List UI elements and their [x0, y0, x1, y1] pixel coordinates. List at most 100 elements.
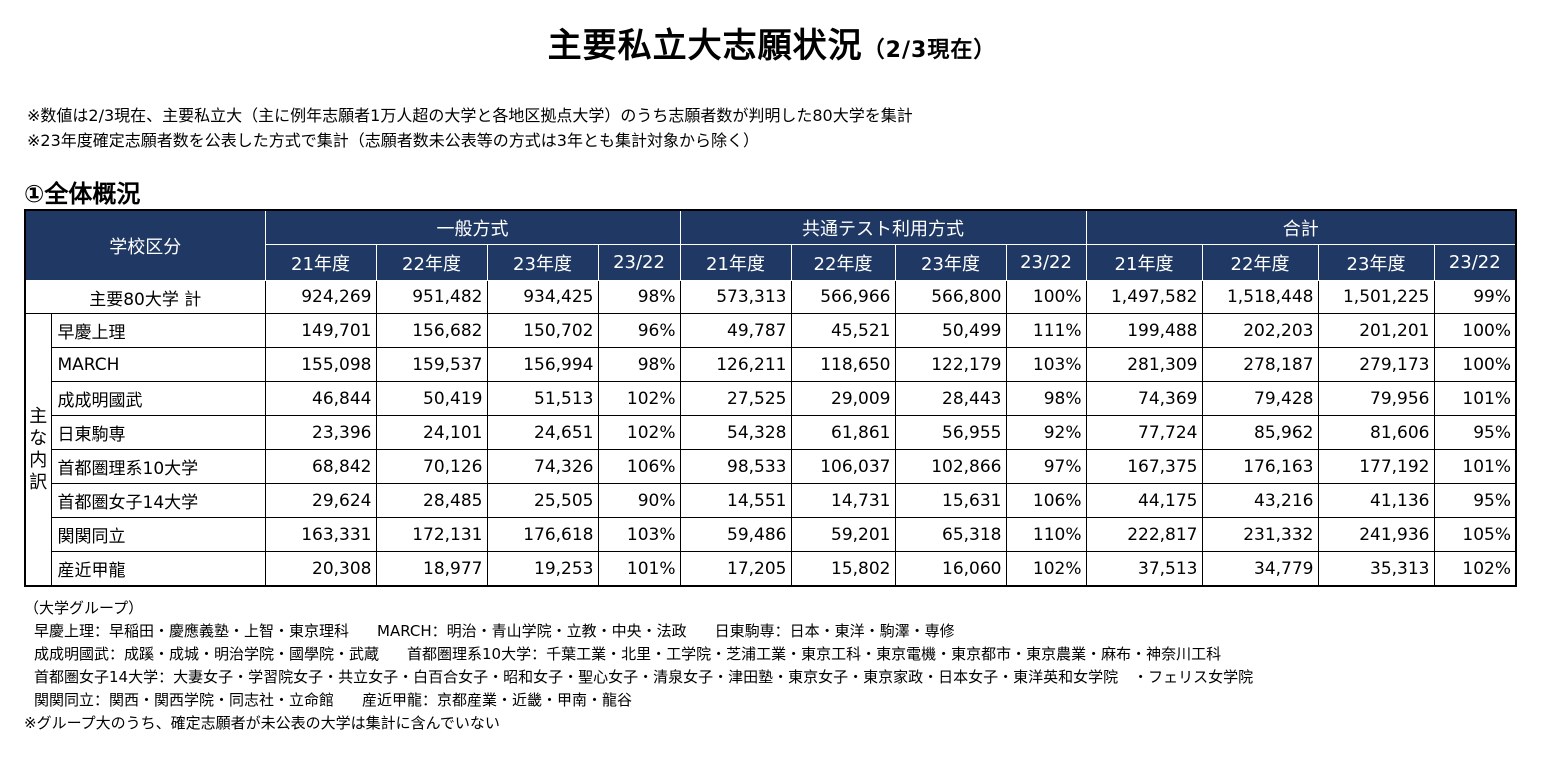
cell-value: 98%: [597, 280, 681, 314]
cell-value: 68,842: [264, 449, 377, 484]
cell-value: 103%: [1005, 347, 1087, 382]
cell-value: 100%: [1005, 280, 1087, 314]
year-header: 22年度: [1201, 244, 1319, 281]
table-row: 成成明國武 46,844 50,419 51,513 102% 27,525 29,009 2…: [25, 381, 1517, 416]
row-label: 日東駒専: [50, 415, 266, 450]
cell-value: 19,253: [486, 551, 599, 587]
group-header-total: 合計: [1085, 209, 1517, 245]
title-date: （2/3現在）: [862, 38, 997, 63]
cell-value: 95%: [1433, 483, 1517, 518]
group-definition: 首都圏理系10大学：千葉工業・北里・工学院・芝浦工業・東京工科・東京電機・東京都…: [407, 645, 1222, 663]
page-title: 主要私立大志願状況（2/3現在）: [0, 18, 1544, 67]
table-row: MARCH 155,098 159,537 156,994 98% 126,211 118,…: [25, 347, 1517, 382]
cell-value: 17,205: [679, 551, 792, 587]
cell-value: 18,977: [375, 551, 488, 587]
cell-value: 56,955: [894, 415, 1007, 450]
table-row: 産近甲龍 20,308 18,977 19,253 101% 17,205 15,802 16…: [25, 551, 1517, 587]
cell-value: 81,606: [1317, 415, 1435, 450]
cell-value: 74,326: [486, 449, 599, 484]
cell-value: 279,173: [1317, 347, 1435, 382]
cell-value: 50,419: [375, 381, 488, 416]
cell-value: 924,269: [264, 280, 377, 314]
groups-heading: （大学グループ）: [24, 599, 144, 617]
cell-value: 16,060: [894, 551, 1007, 587]
cell-value: 102,866: [894, 449, 1007, 484]
cell-value: 103%: [597, 517, 681, 552]
cell-value: 1,497,582: [1085, 280, 1203, 314]
cell-value: 102%: [597, 381, 681, 416]
cell-value: 28,443: [894, 381, 1007, 416]
side-label-text: 主な内訳: [29, 405, 48, 493]
group-line: 成成明國武：成蹊・成城・明治学院・國學院・武蔵 首都圏理系10大学：千葉工業・北里…: [24, 643, 1253, 666]
cell-value: 51,513: [486, 381, 599, 416]
row-label: 首都圏理系10大学: [50, 449, 266, 484]
cell-value: 176,618: [486, 517, 599, 552]
cell-value: 202,203: [1201, 313, 1319, 348]
university-groups-note: （大学グループ） 早慶上理：早稲田・慶應義塾・上智・東京理科 MARCH：明治・青…: [24, 597, 1253, 735]
cell-value: 15,631: [894, 483, 1007, 518]
cell-value: 24,651: [486, 415, 599, 450]
cell-value: 25,505: [486, 483, 599, 518]
cell-value: 44,175: [1085, 483, 1203, 518]
cell-value: 149,701: [264, 313, 377, 348]
group-line: 首都圏女子14大学：大妻女子・学習院女子・共立女子・白百合女子・昭和女子・聖心女…: [24, 666, 1253, 689]
cell-value: 24,101: [375, 415, 488, 450]
title-main: 主要私立大志願状況: [547, 26, 863, 66]
cell-value: 100%: [1433, 313, 1517, 348]
table-row-total: 主要80大学 計 924,269 951,482 934,425 98% 573,313 5…: [24, 280, 1517, 314]
cell-value: 566,800: [894, 280, 1007, 314]
table-row: 主な内訳 早慶上理 149,701 156,682 150,702 96% 49,787 45…: [24, 313, 1517, 587]
cell-value: 100%: [1433, 347, 1517, 382]
cell-value: 278,187: [1201, 347, 1319, 382]
cell-value: 199,488: [1085, 313, 1203, 348]
group-definition: MARCH：明治・青山学院・立教・中央・法政: [377, 622, 687, 640]
notes: ※数値は2/3現在、主要私立大（主に例年志願者1万人超の大学と各地区拠点大学）の…: [27, 103, 913, 153]
cell-value: 29,009: [790, 381, 896, 416]
cell-value: 102%: [597, 415, 681, 450]
cell-value: 59,201: [790, 517, 896, 552]
group-definition: 成成明國武：成蹊・成城・明治学院・國學院・武蔵: [34, 645, 380, 663]
cell-value: 70,126: [375, 449, 488, 484]
cell-value: 156,994: [486, 347, 599, 382]
table-row: 首都圏女子14大学 29,624 28,485 25,505 90% 14,551 14,7…: [25, 483, 1517, 518]
cell-value: 934,425: [486, 280, 599, 314]
cell-value: 46,844: [264, 381, 377, 416]
group-definition: 産近甲龍：京都産業・近畿・甲南・龍谷: [362, 691, 633, 709]
note-line: ※数値は2/3現在、主要私立大（主に例年志願者1万人超の大学と各地区拠点大学）の…: [27, 106, 913, 125]
year-header: 23年度: [486, 244, 599, 281]
cell-value: 98%: [597, 347, 681, 382]
breakdown-side-label: 主な内訳: [24, 313, 52, 587]
year-header: 23年度: [1317, 244, 1435, 281]
cell-value: 159,537: [375, 347, 488, 382]
row-label: 主要80大学 計: [24, 280, 266, 314]
cell-value: 99%: [1433, 280, 1517, 314]
cell-value: 1,501,225: [1317, 280, 1435, 314]
cell-value: 79,956: [1317, 381, 1435, 416]
cell-value: 54,328: [679, 415, 792, 450]
groups-footer: ※グループ大のうち、確定志願者が未公表の大学は集計に含んでいない: [24, 714, 500, 732]
year-header: 23/22: [1005, 244, 1087, 281]
group-definition: 首都圏女子14大学：大妻女子・学習院女子・共立女子・白百合女子・昭和女子・聖心女…: [34, 668, 1254, 686]
table-row: 首都圏理系10大学 68,842 70,126 74,326 106% 98,533 106…: [25, 449, 1517, 484]
cell-value: 176,163: [1201, 449, 1319, 484]
applicants-table: 学校区分 一般方式 共通テスト利用方式 合計 21年度 22年度 23年度 23/22…: [24, 209, 1517, 587]
header-row-years: 21年度 22年度 23年度 23/22 21年度 22年度 23年度 23/22 21年度 22…: [25, 244, 1517, 281]
cell-value: 110%: [1005, 517, 1087, 552]
cell-value: 49,787: [679, 313, 792, 348]
note-line: ※23年度確定志願者数を公表した方式で集計（志願者数未公表等の方式は3年とも集計…: [27, 131, 759, 150]
group-line: 関関同立：関西・関西学院・同志社・立命館 産近甲龍：京都産業・近畿・甲南・龍谷: [24, 689, 1253, 712]
cell-value: 126,211: [679, 347, 792, 382]
cell-value: 37,513: [1085, 551, 1203, 587]
cell-value: 172,131: [375, 517, 488, 552]
cell-value: 96%: [597, 313, 681, 348]
cell-value: 97%: [1005, 449, 1087, 484]
cell-value: 118,650: [790, 347, 896, 382]
cell-value: 177,192: [1317, 449, 1435, 484]
cell-value: 122,179: [894, 347, 1007, 382]
year-header: 23/22: [1433, 244, 1517, 281]
cell-value: 14,731: [790, 483, 896, 518]
table-row: 関関同立 163,331 172,131 176,618 103% 59,486 59,20…: [25, 517, 1517, 552]
cell-value: 29,624: [264, 483, 377, 518]
group-definition: 関関同立：関西・関西学院・同志社・立命館: [34, 691, 335, 709]
cell-value: 102%: [1433, 551, 1517, 587]
